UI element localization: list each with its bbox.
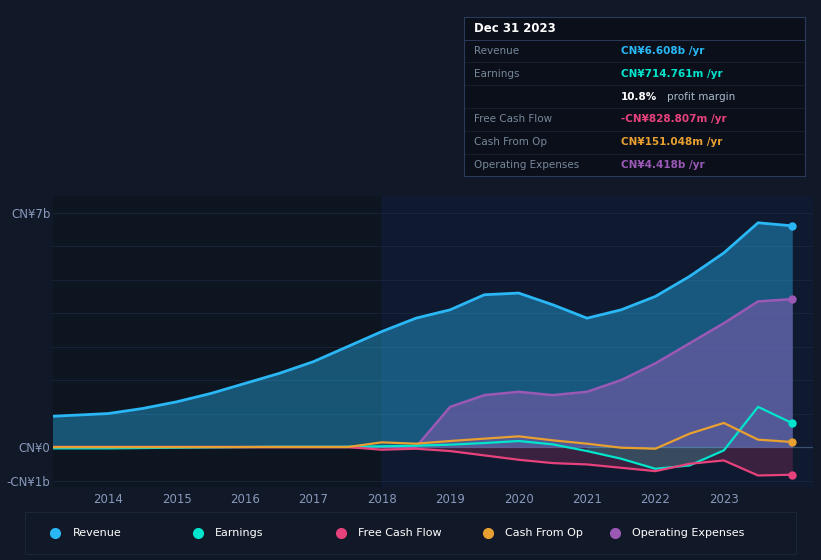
Text: Dec 31 2023: Dec 31 2023 (474, 22, 556, 35)
Text: Free Cash Flow: Free Cash Flow (358, 529, 442, 538)
Text: Cash From Op: Cash From Op (474, 137, 547, 147)
Text: CN¥6.608b /yr: CN¥6.608b /yr (621, 46, 704, 56)
Text: Earnings: Earnings (215, 529, 264, 538)
Text: Operating Expenses: Operating Expenses (632, 529, 745, 538)
Text: CN¥714.761m /yr: CN¥714.761m /yr (621, 69, 722, 79)
Text: CN¥151.048m /yr: CN¥151.048m /yr (621, 137, 722, 147)
Text: Revenue: Revenue (72, 529, 122, 538)
Bar (382, 196, 813, 487)
Text: Revenue: Revenue (474, 46, 519, 56)
Text: Cash From Op: Cash From Op (505, 529, 583, 538)
Text: Operating Expenses: Operating Expenses (474, 160, 580, 170)
Text: -CN¥828.807m /yr: -CN¥828.807m /yr (621, 114, 727, 124)
Text: CN¥4.418b /yr: CN¥4.418b /yr (621, 160, 704, 170)
Text: Earnings: Earnings (474, 69, 520, 79)
Text: profit margin: profit margin (667, 92, 735, 101)
Text: 10.8%: 10.8% (621, 92, 657, 101)
Text: Free Cash Flow: Free Cash Flow (474, 114, 553, 124)
